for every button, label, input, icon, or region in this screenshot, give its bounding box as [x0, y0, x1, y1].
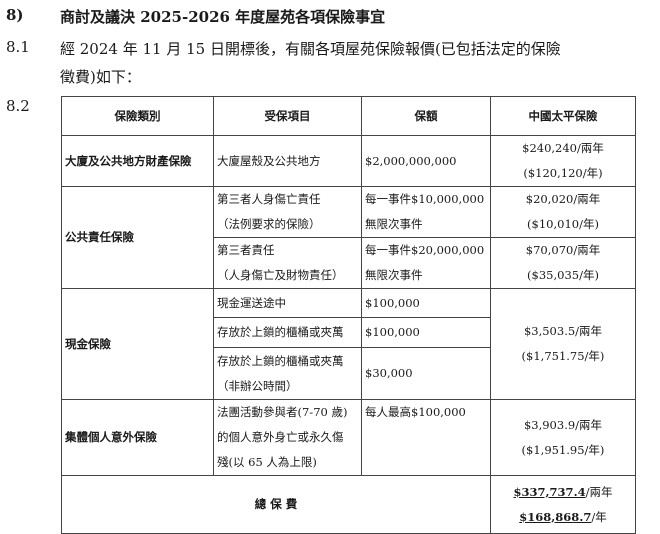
table-row: 大廈及公共地方財產保險 大廈屋殼及公共地方 $2,000,000,000 $24… — [61, 135, 636, 187]
item-number-8-2: 8.2 — [6, 97, 30, 115]
item-cell: 第三者人身傷亡責任 （法例要求的保險） — [213, 186, 362, 238]
amount-cell: $100,000 — [361, 317, 491, 348]
total-annual: $168,868.7 — [519, 509, 592, 524]
item-cell: 存放於上鎖的櫃桶或夾萬 — [213, 317, 362, 348]
category-cell: 大廈及公共地方財產保險 — [61, 135, 214, 187]
item-cell: 第三者責任 （人身傷亡及財物責任） — [213, 237, 362, 289]
total-two-year: $337,737.4 — [513, 484, 586, 499]
premium-cell: $70,070/兩年 ($35,035/年) — [490, 237, 636, 289]
item-cell: 大廈屋殼及公共地方 — [213, 135, 362, 187]
premium-cell: $3,503.5/兩年 ($1,751.75/年) — [490, 288, 636, 400]
table-row: 存放於上鎖的櫃桶或夾萬 （非辦公時間） $30,000 — [62, 347, 636, 400]
section-title: 商討及議決 2025-2026 年度屋苑各項保險事宜 — [60, 8, 386, 26]
amount-cell: $100,000 — [361, 288, 491, 318]
premium-cell: $3,903.9/兩年 ($1,951.95/年) — [490, 399, 636, 476]
total-row: 總 保 費 $337,737.4/兩年 $168,868.7/年 — [61, 475, 636, 534]
header-insurer: 中國太平保險 — [490, 96, 636, 136]
item-number-8-1: 8.1 — [6, 38, 30, 56]
item-8-1-text-line2: 徵費)如下： — [60, 68, 141, 86]
item-cell: 存放於上鎖的櫃桶或夾萬 （非辦公時間） — [213, 347, 362, 400]
table-row: 第三者責任 （人身傷亡及財物責任） 每一事件$20,000,000 無限次事件 $7… — [62, 237, 636, 289]
total-premium-cell: $337,737.4/兩年 $168,868.7/年 — [490, 475, 636, 534]
table-row: 公共責任保險 第三者人身傷亡責任 （法例要求的保險） 每一事件$10,000,00… — [61, 186, 636, 289]
table-row: 存放於上鎖的櫃桶或夾萬 $100,000 — [62, 317, 636, 348]
header-amount: 保額 — [361, 96, 491, 136]
item-cell: 現金運送途中 — [213, 288, 362, 318]
amount-cell: 每一事件$10,000,000 無限次事件 — [361, 186, 491, 238]
header-category: 保險類別 — [61, 96, 214, 136]
category-cell: 集體個人意外保險 — [61, 399, 214, 476]
table-header-row: 保險類別 受保項目 保額 中國太平保險 — [61, 96, 636, 136]
premium-cell: $20,020/兩年 ($10,010/年) — [490, 186, 636, 238]
item-8-1-text-line1: 經 2024 年 11 月 15 日開標後，有關各項屋苑保險報價(已包括法定的保… — [60, 40, 561, 58]
table-row: 現金保險 現金運送途中 $100,000 $3,503.5/兩年 ($1,751.… — [61, 288, 636, 400]
amount-cell: $30,000 — [361, 347, 491, 400]
section-number: 8) — [6, 6, 24, 24]
table-row: 集體個人意外保險 法團活動參與者(7-70 歲) 的個人意外身亡或永久傷 殘(以 6… — [61, 399, 636, 476]
amount-cell: 每人最高$100,000 — [361, 399, 491, 476]
category-cell: 公共責任保險 — [61, 186, 214, 289]
header-item: 受保項目 — [213, 96, 362, 136]
category-cell: 現金保險 — [61, 288, 214, 400]
premium-cell: $240,240/兩年 ($120,120/年) — [490, 135, 636, 187]
amount-cell: $2,000,000,000 — [361, 135, 491, 187]
amount-cell: 每一事件$20,000,000 無限次事件 — [361, 237, 491, 289]
item-cell: 法團活動參與者(7-70 歲) 的個人意外身亡或永久傷 殘(以 65 人為上限) — [213, 399, 362, 476]
total-label: 總 保 費 — [61, 475, 491, 534]
insurance-quote-table: 保險類別 受保項目 保額 中國太平保險 大廈及公共地方財產保險 大廈屋殼及公共地… — [61, 96, 636, 534]
